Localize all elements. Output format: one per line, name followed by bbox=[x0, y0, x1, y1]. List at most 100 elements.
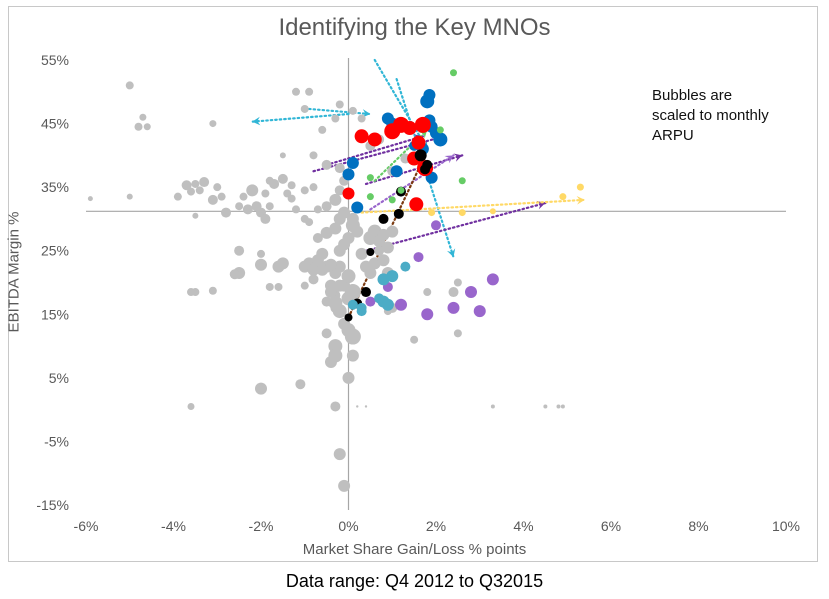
data-point-yellow bbox=[458, 209, 466, 217]
data-point-grey bbox=[308, 274, 319, 285]
data-point-grey bbox=[305, 218, 314, 227]
data-point-grey bbox=[560, 404, 565, 409]
data-point-black bbox=[361, 287, 371, 298]
data-point-grey bbox=[331, 114, 340, 123]
data-point-purple bbox=[421, 308, 434, 321]
arrow-head bbox=[444, 155, 454, 164]
data-point-grey bbox=[325, 286, 337, 299]
data-point-grey bbox=[187, 402, 195, 410]
data-point-yellow bbox=[576, 183, 584, 191]
data-point-blue bbox=[346, 156, 359, 169]
y-tick-label: 25% bbox=[41, 243, 69, 259]
data-point-grey bbox=[356, 405, 359, 408]
trend-arrow bbox=[373, 58, 429, 151]
data-point-teal bbox=[400, 261, 411, 272]
trend-arrow bbox=[364, 154, 464, 186]
data-point-grey bbox=[357, 114, 366, 123]
data-point-grey bbox=[300, 186, 309, 195]
data-point-blue bbox=[351, 201, 364, 214]
data-point-black bbox=[420, 164, 431, 175]
data-point-grey bbox=[342, 371, 355, 384]
data-point-green bbox=[366, 174, 374, 182]
data-point-grey bbox=[321, 159, 332, 170]
data-point-grey bbox=[257, 249, 265, 258]
data-point-grey bbox=[307, 263, 320, 276]
data-point-grey bbox=[274, 282, 283, 291]
data-point-grey bbox=[333, 448, 346, 461]
data-point-grey bbox=[312, 233, 323, 243]
data-point-yellow bbox=[489, 208, 496, 215]
data-point-grey bbox=[334, 163, 345, 174]
data-point-blue bbox=[420, 94, 435, 109]
x-tick-label: 6% bbox=[601, 518, 621, 534]
y-tick-label: 35% bbox=[41, 179, 69, 195]
data-point-yellow bbox=[559, 193, 567, 201]
data-point-grey bbox=[139, 113, 147, 121]
data-point-grey bbox=[187, 187, 195, 196]
data-point-purple bbox=[413, 252, 424, 263]
data-point-grey bbox=[191, 179, 200, 188]
data-point-green bbox=[436, 126, 444, 134]
data-point-grey bbox=[187, 288, 195, 297]
data-point-grey bbox=[265, 202, 274, 211]
y-tick-label: 5% bbox=[49, 370, 69, 386]
data-point-green bbox=[450, 69, 457, 77]
data-point-red bbox=[411, 135, 426, 150]
data-point-yellow bbox=[428, 209, 436, 217]
data-point-grey bbox=[344, 328, 361, 345]
data-point-red bbox=[414, 116, 431, 133]
data-point-grey bbox=[346, 349, 359, 362]
data-point-grey bbox=[300, 281, 309, 290]
y-tick-label: 45% bbox=[41, 116, 69, 132]
data-point-grey bbox=[265, 282, 274, 291]
data-point-grey bbox=[295, 379, 306, 390]
x-tick-label: 10% bbox=[772, 518, 800, 534]
data-point-grey bbox=[329, 222, 342, 235]
data-point-teal bbox=[347, 299, 358, 310]
data-point-grey bbox=[292, 205, 300, 214]
data-point-green bbox=[388, 196, 396, 204]
data-point-grey bbox=[143, 123, 151, 131]
data-point-grey bbox=[330, 401, 341, 412]
data-point-grey bbox=[221, 207, 231, 218]
data-point-grey bbox=[341, 269, 356, 284]
data-point-red bbox=[367, 132, 382, 147]
data-point-grey bbox=[287, 194, 296, 203]
arrow-head bbox=[446, 248, 456, 258]
data-point-grey bbox=[318, 125, 327, 134]
data-point-grey bbox=[342, 232, 355, 244]
data-point-grey bbox=[344, 284, 361, 301]
data-point-grey bbox=[279, 152, 286, 159]
data-point-grey bbox=[300, 104, 309, 113]
data-point-blue bbox=[390, 165, 403, 178]
data-point-grey bbox=[292, 87, 300, 96]
data-point-grey bbox=[332, 304, 347, 319]
data-point-red bbox=[354, 129, 369, 144]
x-tick-label: 0% bbox=[338, 518, 358, 534]
data-point-grey bbox=[321, 328, 332, 339]
data-point-grey bbox=[239, 192, 248, 201]
data-point-grey bbox=[235, 202, 244, 211]
data-point-grey bbox=[325, 355, 337, 368]
data-point-grey bbox=[229, 269, 240, 280]
trend-arrow bbox=[251, 112, 350, 123]
data-point-purple bbox=[473, 305, 486, 318]
data-point-grey bbox=[321, 201, 332, 212]
x-tick-label: 8% bbox=[688, 518, 708, 534]
data-point-grey bbox=[453, 329, 462, 338]
y-tick-label: 55% bbox=[41, 52, 69, 68]
data-point-grey bbox=[325, 258, 337, 271]
data-point-grey bbox=[543, 404, 548, 409]
data-point-grey bbox=[192, 212, 199, 219]
data-point-grey bbox=[269, 178, 280, 189]
data-point-grey bbox=[556, 404, 561, 409]
data-point-grey bbox=[199, 177, 210, 188]
data-point-grey bbox=[181, 180, 192, 191]
data-point-teal bbox=[356, 306, 367, 317]
data-point-grey bbox=[490, 404, 495, 409]
data-point-grey bbox=[335, 100, 344, 109]
data-point-purple bbox=[395, 298, 407, 311]
y-tick-label: 15% bbox=[41, 306, 69, 322]
data-point-red bbox=[402, 121, 417, 136]
